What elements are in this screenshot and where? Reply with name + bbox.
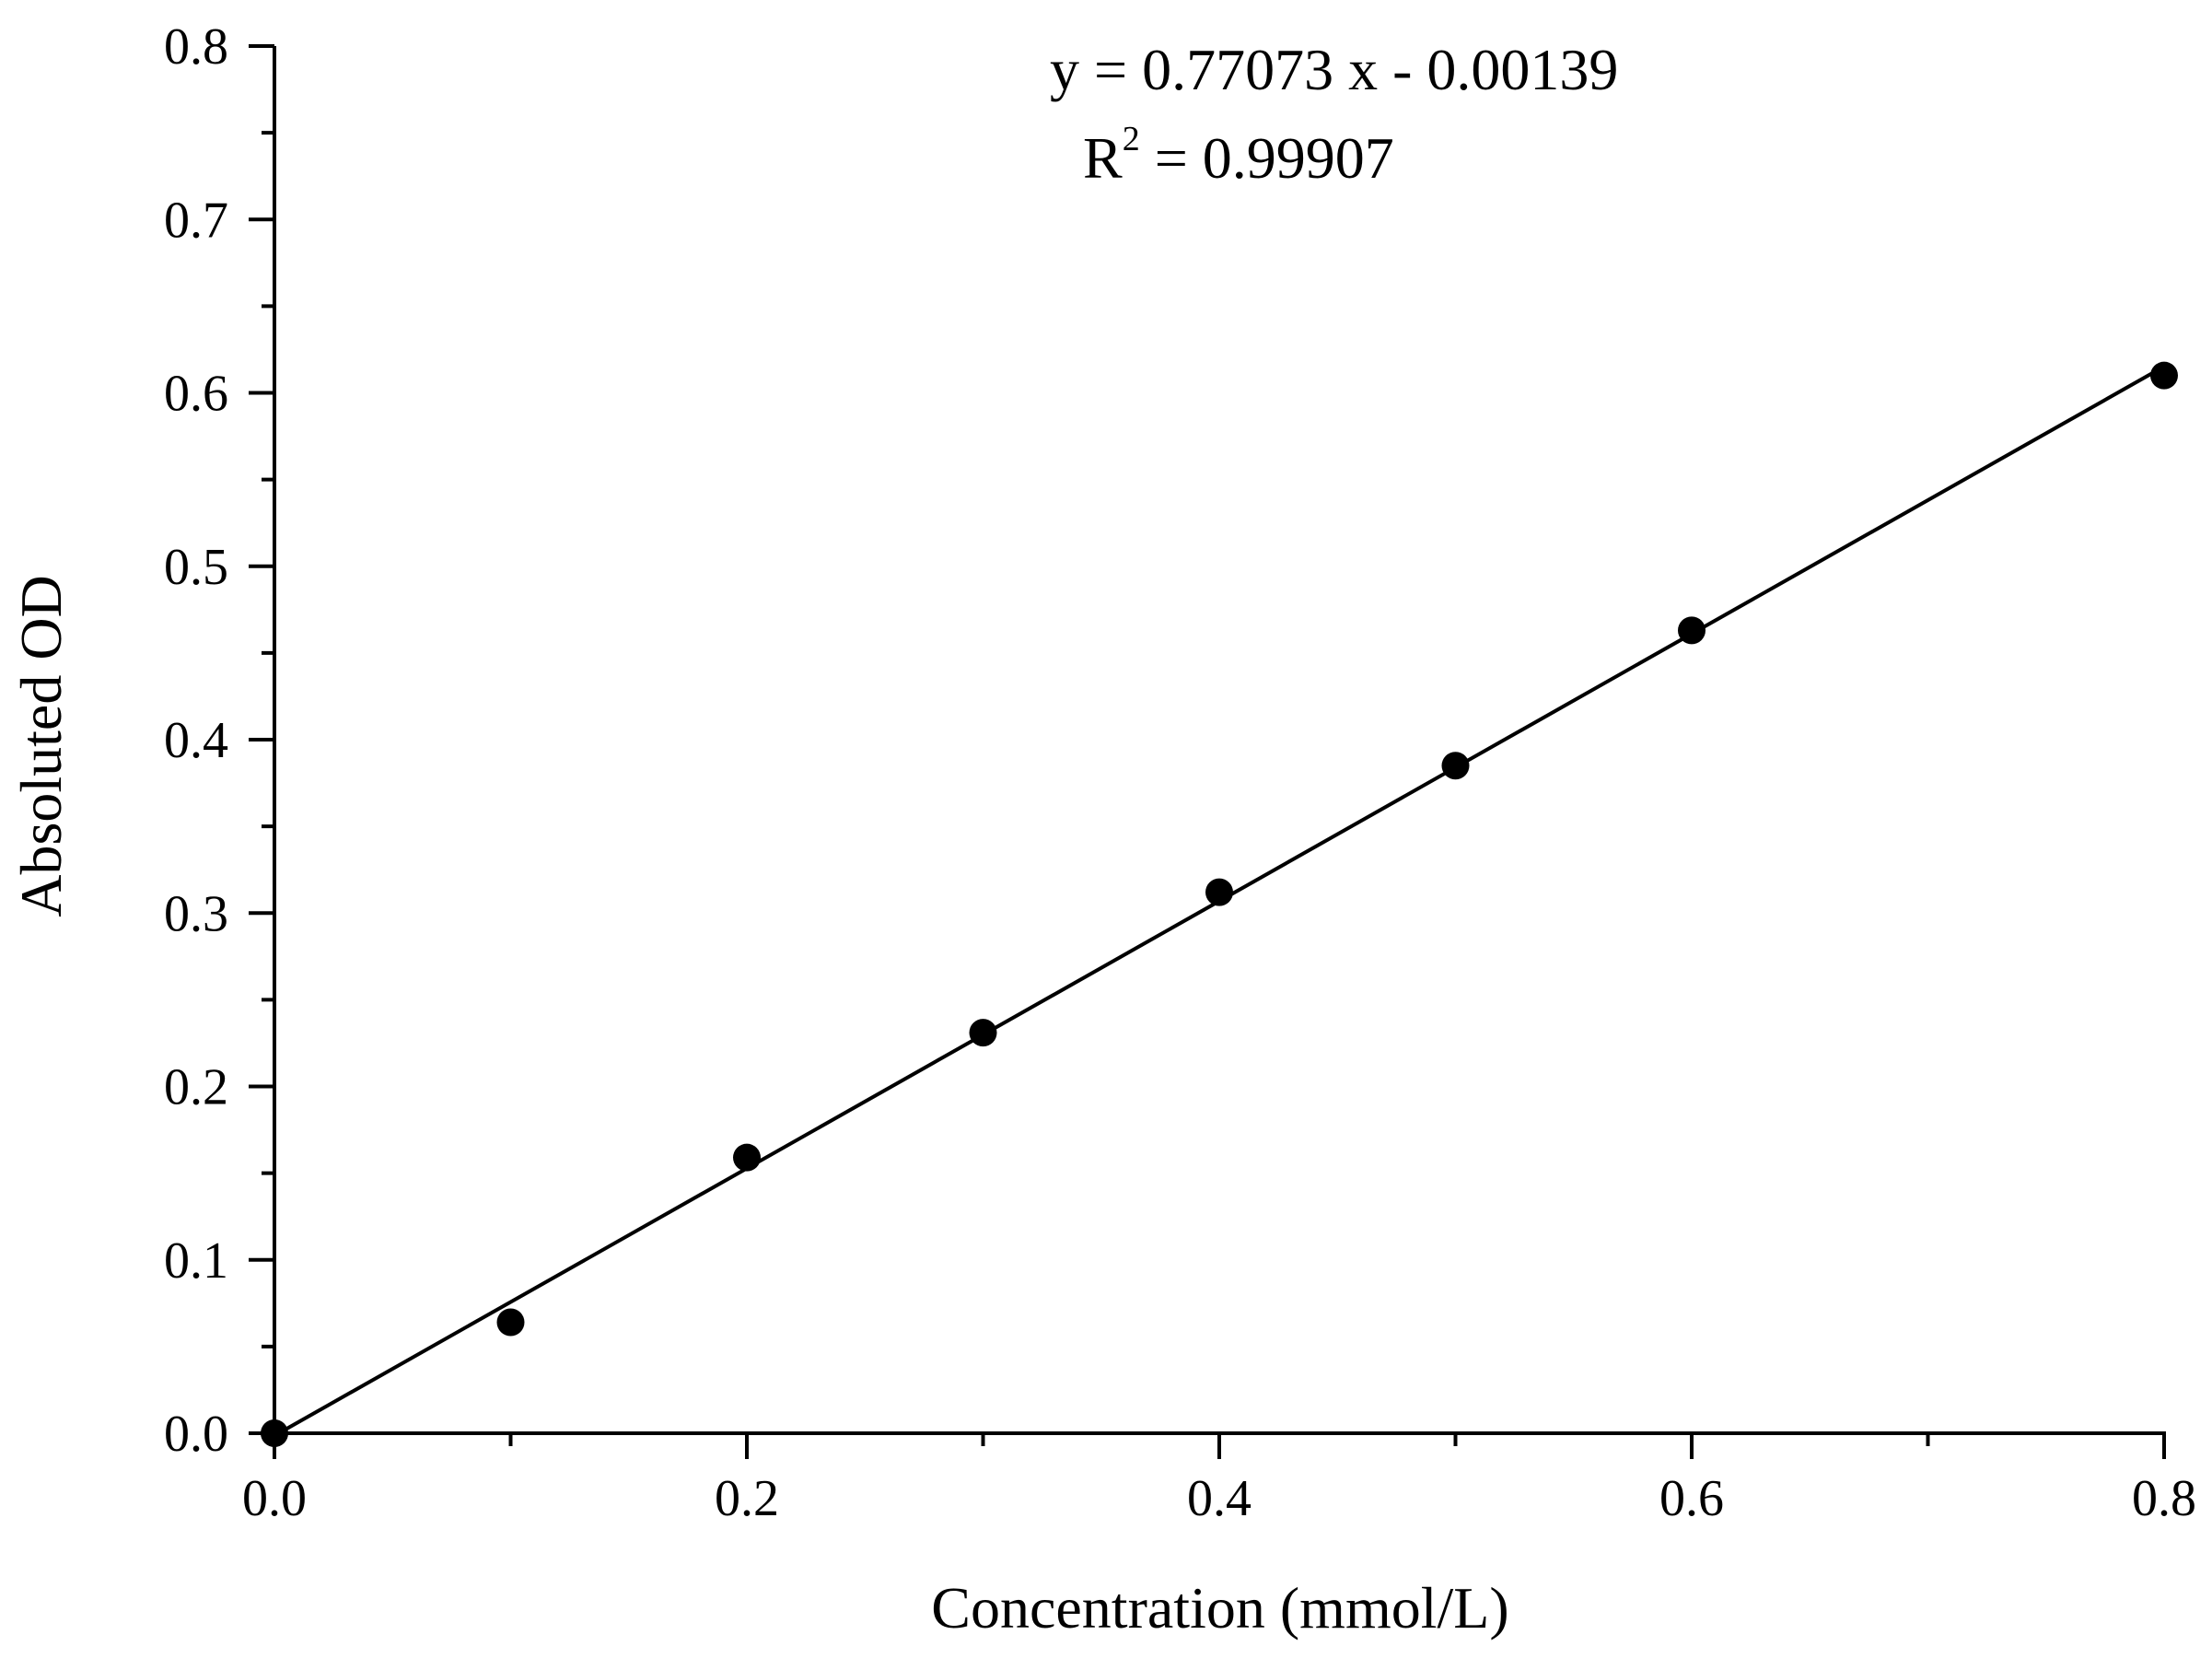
data-point: [1678, 616, 1706, 645]
y-axis-title: Absoluted OD: [8, 575, 74, 917]
data-points: [261, 361, 2178, 1447]
data-point: [496, 1308, 525, 1337]
r-squared-value: = 0.99907: [1140, 125, 1394, 191]
x-tick-label: 0.2: [715, 1470, 779, 1527]
x-tick-label: 0.8: [2132, 1470, 2196, 1527]
r-squared-exponent: 2: [1123, 120, 1140, 158]
data-point: [733, 1143, 761, 1172]
x-tick-label: 0.0: [242, 1470, 307, 1527]
y-tick-label: 0.4: [164, 712, 228, 769]
regression-equation: y = 0.77073 x - 0.00139: [1050, 37, 1618, 102]
y-tick-label: 0.0: [164, 1406, 228, 1463]
y-tick-label: 0.6: [164, 366, 228, 423]
y-tick-label: 0.7: [164, 192, 228, 249]
x-tick-label: 0.4: [1187, 1470, 1252, 1527]
y-axis-ticks: 0.0 0.1 0.2 0.3 0.4 0.5 0.6 0.7 0.8: [164, 18, 274, 1463]
data-point: [2150, 361, 2178, 390]
y-tick-label: 0.5: [164, 539, 228, 596]
r-squared-label: R2 = 0.99907: [1083, 120, 1394, 191]
data-point: [1205, 878, 1233, 906]
data-point: [1441, 752, 1470, 780]
y-tick-label: 0.8: [164, 18, 228, 76]
x-axis-ticks: 0.0 0.2 0.4 0.6 0.8: [242, 1433, 2196, 1527]
x-tick-label: 0.6: [1659, 1470, 1724, 1527]
x-axis-title: Concentration (mmol/L): [931, 1575, 1508, 1640]
y-tick-label: 0.1: [164, 1232, 228, 1290]
data-point: [261, 1419, 288, 1447]
y-tick-label: 0.2: [164, 1059, 228, 1116]
r-squared-symbol: R: [1083, 125, 1123, 191]
y-tick-label: 0.3: [164, 885, 228, 942]
data-point: [969, 1019, 997, 1047]
